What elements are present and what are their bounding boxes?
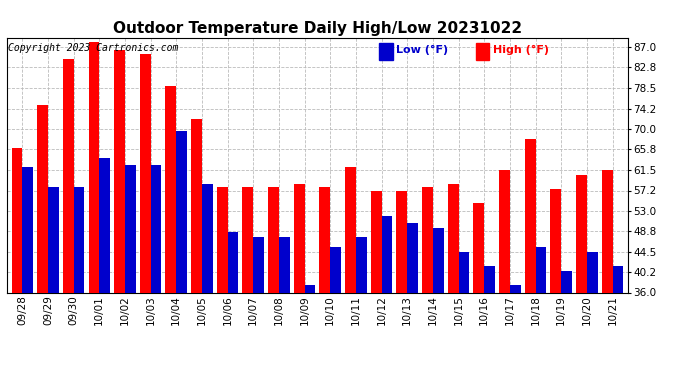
Text: Low (°F): Low (°F) bbox=[396, 45, 448, 55]
Bar bbox=[166, 86, 176, 292]
Bar bbox=[176, 131, 187, 292]
Bar bbox=[125, 165, 136, 292]
Text: High (°F): High (°F) bbox=[493, 45, 549, 55]
Bar bbox=[407, 223, 418, 292]
Bar bbox=[448, 184, 459, 292]
Bar bbox=[279, 237, 290, 292]
Bar bbox=[356, 237, 366, 292]
Bar bbox=[397, 190, 407, 292]
Bar bbox=[380, 43, 393, 60]
Bar bbox=[74, 187, 84, 292]
Bar bbox=[202, 184, 213, 292]
Bar bbox=[576, 175, 586, 292]
Bar bbox=[535, 247, 546, 292]
Text: Copyright 2023 Cartronics.com: Copyright 2023 Cartronics.com bbox=[8, 43, 179, 52]
Bar bbox=[88, 42, 99, 292]
Bar bbox=[114, 50, 125, 292]
Bar bbox=[63, 59, 74, 292]
Bar bbox=[150, 165, 161, 292]
Bar bbox=[12, 148, 22, 292]
Bar bbox=[371, 192, 382, 292]
Bar bbox=[242, 187, 253, 292]
Bar bbox=[484, 266, 495, 292]
Bar bbox=[473, 204, 484, 292]
Bar bbox=[319, 187, 331, 292]
Bar bbox=[459, 252, 469, 292]
Bar bbox=[331, 247, 341, 292]
Bar bbox=[382, 216, 393, 292]
Bar bbox=[602, 170, 613, 292]
Title: Outdoor Temperature Daily High/Low 20231022: Outdoor Temperature Daily High/Low 20231… bbox=[113, 21, 522, 36]
Bar bbox=[140, 54, 150, 292]
Bar bbox=[22, 167, 33, 292]
Bar bbox=[561, 271, 572, 292]
Bar bbox=[476, 43, 489, 60]
Bar bbox=[499, 170, 510, 292]
Bar bbox=[510, 285, 521, 292]
Bar bbox=[304, 285, 315, 292]
Bar bbox=[99, 158, 110, 292]
Bar bbox=[613, 266, 623, 292]
Bar bbox=[294, 184, 304, 292]
Bar bbox=[253, 237, 264, 292]
Bar bbox=[48, 187, 59, 292]
Bar bbox=[433, 228, 444, 292]
Bar bbox=[217, 187, 228, 292]
Bar bbox=[268, 187, 279, 292]
Bar bbox=[37, 105, 48, 292]
Bar bbox=[422, 187, 433, 292]
Bar bbox=[191, 119, 202, 292]
Bar bbox=[345, 167, 356, 292]
Bar bbox=[228, 232, 238, 292]
Bar bbox=[586, 252, 598, 292]
Bar bbox=[551, 189, 561, 292]
Bar bbox=[524, 138, 535, 292]
